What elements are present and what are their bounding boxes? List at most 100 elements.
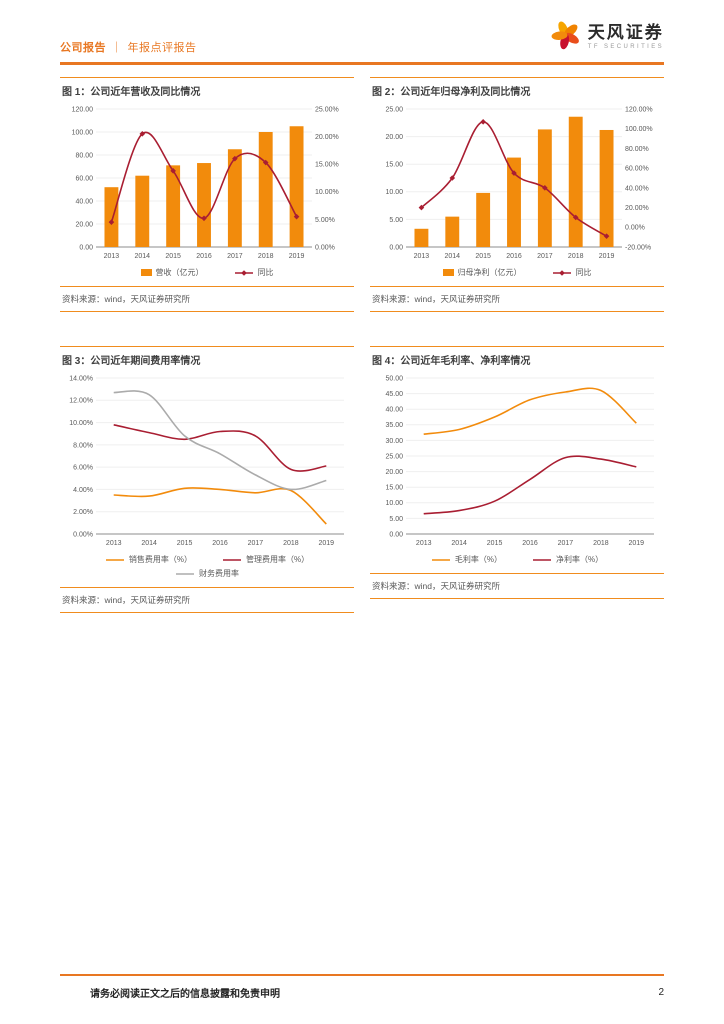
svg-text:2016: 2016 xyxy=(196,253,212,260)
svg-text:50.00: 50.00 xyxy=(385,375,403,382)
legend-item: 管理费用率（%） xyxy=(222,554,309,565)
figure-2-chart: 0.00 5.00 10.00 15.00 20.00 25.00 -20.00% 0.00%… xyxy=(370,101,662,266)
legend-item: 毛利率（%） xyxy=(431,554,502,565)
svg-text:25.00: 25.00 xyxy=(385,453,403,460)
svg-text:6.00%: 6.00% xyxy=(73,465,93,472)
svg-text:5.00: 5.00 xyxy=(389,217,403,224)
svg-text:0.00%: 0.00% xyxy=(73,531,93,538)
legend-line-swatch xyxy=(533,558,551,561)
legend-label: 毛利率（%） xyxy=(454,555,502,564)
svg-text:0.00: 0.00 xyxy=(389,531,403,538)
svg-text:2017: 2017 xyxy=(248,540,264,547)
svg-text:2018: 2018 xyxy=(568,253,584,260)
svg-text:2018: 2018 xyxy=(258,253,274,260)
svg-text:2017: 2017 xyxy=(558,540,574,547)
figure-3-chart: 0.00% 2.00% 4.00% 6.00% 8.00% 10.00% 12.00% 14.… xyxy=(60,370,352,553)
svg-text:4.00%: 4.00% xyxy=(73,487,93,494)
svg-text:2017: 2017 xyxy=(537,253,553,260)
svg-text:5.00%: 5.00% xyxy=(315,217,335,224)
legend-line-swatch xyxy=(105,558,124,561)
legend-item: 同比 xyxy=(552,267,592,278)
svg-text:0.00: 0.00 xyxy=(79,244,93,251)
figure-4-chart: 0.00 5.00 10.00 15.00 20.00 25.00 30.00 35.00 40… xyxy=(370,370,662,553)
figure-3-legend: 销售费用率（%） 管理费用率（%） 财务费用率 xyxy=(60,553,354,584)
svg-text:10.00: 10.00 xyxy=(385,189,403,196)
figure-2-legend: 归母净利（亿元） 同比 xyxy=(370,266,664,283)
legend-item: 营收（亿元） xyxy=(140,267,204,278)
legend-line-swatch xyxy=(431,558,450,561)
svg-text:80.00%: 80.00% xyxy=(625,146,649,153)
svg-text:0.00%: 0.00% xyxy=(625,225,645,232)
svg-text:2013: 2013 xyxy=(104,253,120,260)
svg-text:2018: 2018 xyxy=(593,540,609,547)
svg-text:2014: 2014 xyxy=(444,253,460,260)
figure-2-title: 图 2：公司近年归母净利及同比情况 xyxy=(370,77,664,101)
svg-text:2015: 2015 xyxy=(475,253,491,260)
legend-label: 同比 xyxy=(575,268,592,277)
svg-text:30.00: 30.00 xyxy=(385,438,403,445)
svg-text:2016: 2016 xyxy=(506,253,522,260)
svg-text:80.00: 80.00 xyxy=(75,152,93,159)
svg-text:20.00%: 20.00% xyxy=(315,134,339,141)
figure-4-source: 资料来源：wind，天风证券研究所 xyxy=(370,573,664,599)
legend-item: 同比 xyxy=(234,267,274,278)
svg-text:40.00: 40.00 xyxy=(385,407,403,414)
svg-text:2013: 2013 xyxy=(414,253,430,260)
charts-grid: 图 1：公司近年营收及同比情况 0.00 20.00 40.00 60.00 80.00… xyxy=(60,77,664,613)
legend-bar-swatch xyxy=(140,269,152,276)
legend-line-swatch xyxy=(176,572,194,575)
svg-text:15.00%: 15.00% xyxy=(315,162,339,169)
legend-item: 财务费用率 xyxy=(175,568,239,579)
svg-text:12.00%: 12.00% xyxy=(69,398,93,405)
svg-text:2019: 2019 xyxy=(628,540,644,547)
svg-text:45.00: 45.00 xyxy=(385,391,403,398)
figure-3-source: 资料来源：wind，天风证券研究所 xyxy=(60,587,354,613)
legend-bar-swatch xyxy=(442,269,454,276)
legend-item: 销售费用率（%） xyxy=(105,554,192,565)
footer-disclaimer: 请务必阅读正文之后的信息披露和免责申明 xyxy=(90,989,280,1000)
brand-block: 天风证券 TF SECURITIES xyxy=(551,20,664,55)
brand-subtitle: TF SECURITIES xyxy=(587,44,664,51)
svg-text:2019: 2019 xyxy=(599,253,615,260)
svg-text:2015: 2015 xyxy=(165,253,181,260)
svg-text:40.00%: 40.00% xyxy=(625,185,649,192)
legend-label: 财务费用率 xyxy=(199,569,239,578)
figure-4: 图 4：公司近年毛利率、净利率情况 0.00 5.00 10.00 15.00 20.0… xyxy=(370,346,664,599)
figure-1: 图 1：公司近年营收及同比情况 0.00 20.00 40.00 60.00 80.00… xyxy=(60,77,354,312)
figure-2-source: 资料来源：wind，天风证券研究所 xyxy=(370,286,664,312)
legend-label: 管理费用率（%） xyxy=(246,555,310,564)
svg-text:15.00: 15.00 xyxy=(385,485,403,492)
svg-text:2014: 2014 xyxy=(141,540,157,547)
svg-text:35.00: 35.00 xyxy=(385,422,403,429)
svg-text:2.00%: 2.00% xyxy=(73,509,93,516)
svg-text:0.00%: 0.00% xyxy=(315,244,335,251)
svg-text:20.00: 20.00 xyxy=(75,221,93,228)
legend-line-swatch xyxy=(552,269,571,276)
svg-text:10.00%: 10.00% xyxy=(315,189,339,196)
report-subcategory: 年报点评报告 xyxy=(127,42,197,54)
page-footer: 请务必阅读正文之后的信息披露和免责申明 2 xyxy=(60,974,664,1000)
svg-text:15.00: 15.00 xyxy=(385,162,403,169)
svg-text:120.00: 120.00 xyxy=(72,106,94,113)
legend-label: 净利率（%） xyxy=(556,555,604,564)
figure-3: 图 3：公司近年期间费用率情况 0.00% 2.00% 4.00% 6.00% 8.00… xyxy=(60,346,354,613)
figure-3-title: 图 3：公司近年期间费用率情况 xyxy=(60,346,354,370)
legend-label: 同比 xyxy=(257,268,274,277)
figure-1-title: 图 1：公司近年营收及同比情况 xyxy=(60,77,354,101)
svg-text:5.00: 5.00 xyxy=(389,516,403,523)
figure-1-source: 资料来源：wind，天风证券研究所 xyxy=(60,286,354,312)
svg-text:10.00%: 10.00% xyxy=(69,420,93,427)
svg-text:2013: 2013 xyxy=(106,540,122,547)
brand-text: 天风证券 TF SECURITIES xyxy=(588,24,664,50)
figure-4-legend: 毛利率（%） 净利率（%） xyxy=(370,553,664,570)
svg-text:2016: 2016 xyxy=(522,540,538,547)
svg-text:20.00: 20.00 xyxy=(385,469,403,476)
svg-text:2016: 2016 xyxy=(212,540,228,547)
svg-text:20.00%: 20.00% xyxy=(625,205,649,212)
legend-label: 销售费用率（%） xyxy=(128,555,192,564)
header-separator: ｜ xyxy=(111,42,123,54)
svg-text:100.00%: 100.00% xyxy=(625,126,653,133)
svg-text:20.00: 20.00 xyxy=(385,134,403,141)
svg-text:100.00: 100.00 xyxy=(72,129,94,136)
report-type-label: 公司报告 ｜ 年报点评报告 xyxy=(60,39,197,55)
